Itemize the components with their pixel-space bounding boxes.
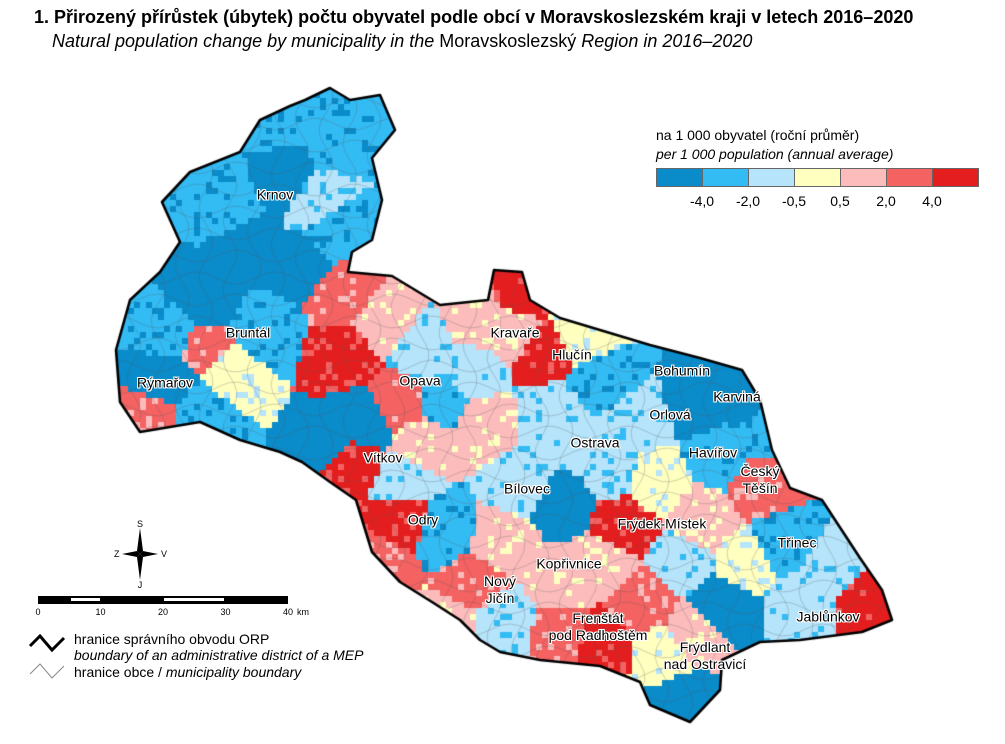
orp-boundary-icon [28, 634, 66, 653]
place-label: Jablůnkov [796, 608, 860, 625]
scale-label: 20 [157, 607, 169, 617]
compass-south: J [138, 580, 143, 588]
legend-tick: -2,0 [735, 193, 761, 209]
legend-swatch [841, 169, 887, 186]
legend-tick: 0,5 [830, 193, 850, 209]
compass-east: V [161, 549, 167, 559]
legend-tick: -4,0 [689, 193, 715, 209]
place-label: Frýdlant nad Ostravicí [663, 639, 747, 672]
place-label: Opava [399, 372, 441, 389]
place-label: Kravaře [490, 324, 540, 341]
place-label: Český Těšín [740, 463, 780, 496]
place-label: Bohumín [653, 362, 711, 379]
place-label: Bruntál [225, 324, 271, 341]
place-label: Karviná [713, 388, 761, 405]
orp-boundary-label-en: boundary of an administrative district o… [74, 647, 364, 663]
map-title: 1. Přirozený přírůstek (úbytek) počtu ob… [34, 7, 914, 27]
place-label: Kopřivnice [536, 555, 602, 572]
map-subtitle: Natural population change by municipalit… [52, 31, 752, 52]
scale-label: 10 [95, 607, 106, 617]
place-label: Krnov [256, 186, 294, 203]
place-label: Nový Jičín [484, 573, 516, 606]
scale-label: 0 [35, 607, 41, 617]
municipality-boundary-icon [29, 663, 65, 679]
legend-swatch [795, 169, 841, 186]
scale-bar [38, 596, 288, 604]
legend-color-bar [656, 168, 979, 187]
legend-swatch [887, 169, 933, 186]
legend-tick: -0,5 [781, 193, 807, 209]
legend-title-cz: na 1 000 obyvatel (roční průměr) [656, 127, 860, 143]
legend-swatch [749, 169, 795, 186]
legend-swatch [933, 169, 978, 186]
compass-north: S [137, 519, 143, 529]
place-label: Frenštát pod Radhoštěm [548, 610, 648, 643]
place-label: Hlučín [552, 346, 592, 363]
legend-tick: 4,0 [922, 193, 942, 209]
place-label: Odry [407, 511, 439, 528]
subtitle-part: Natural population change by municipalit… [52, 31, 440, 51]
legend-swatch [657, 169, 703, 186]
municipality-boundary-en: municipality boundary [165, 664, 302, 680]
place-label: Frýdek-Místek [617, 515, 707, 532]
compass-west: Z [114, 549, 120, 559]
municipality-boundary-label: hranice obce / municipality boundary [74, 664, 301, 680]
place-label: Třinec [777, 534, 817, 551]
orp-boundary-label-cz: hranice správního obvodu ORP [74, 631, 270, 647]
subtitle-region: Moravskoslezský [439, 31, 577, 51]
place-label: Rýmařov [136, 374, 194, 391]
place-label: Ostrava [570, 434, 620, 451]
scale-label: 30 [220, 607, 231, 617]
place-label: Orlová [649, 406, 691, 423]
scale-unit: km [297, 607, 309, 617]
scale-label: 40 [282, 607, 294, 617]
legend-title-en: per 1 000 population (annual average) [656, 146, 894, 162]
place-label: Bílovec [504, 480, 550, 497]
place-label: Havířov [688, 444, 738, 461]
legend-swatch [703, 169, 749, 186]
boundary-legend-icons [28, 634, 66, 679]
subtitle-part: Region in 2016–2020 [576, 31, 753, 51]
place-label: Vítkov [363, 449, 403, 466]
municipality-boundary-cz: hranice obce / [74, 664, 166, 680]
legend-tick: 2,0 [876, 193, 896, 209]
compass-rose-icon: S J Z V [114, 519, 167, 588]
